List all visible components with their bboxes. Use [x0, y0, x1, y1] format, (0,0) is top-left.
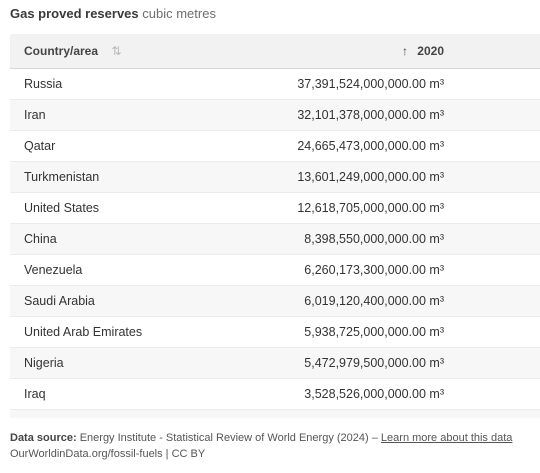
cell-value — [274, 409, 540, 418]
cell-value: 12,618,705,000,000.00 m³ — [274, 192, 540, 224]
cell-country: Venezuela — [10, 254, 274, 286]
column-header-2020[interactable]: ↑ 2020 — [274, 34, 540, 69]
cell-country: Russia — [10, 68, 274, 100]
footer-url-line[interactable]: OurWorldinData.org/fossil-fuels | CC BY — [10, 448, 206, 460]
table-row: Saudi Arabia 6,019,120,400,000.00 m³ — [10, 285, 540, 317]
cell-country: Qatar — [10, 130, 274, 162]
cell-country — [10, 409, 274, 418]
cell-value: 5,938,725,000,000.00 m³ — [274, 316, 540, 348]
table-row: Iran 32,101,378,000,000.00 m³ — [10, 99, 540, 131]
table-row-partial — [10, 409, 540, 418]
cell-country: Saudi Arabia — [10, 285, 274, 317]
column-header-country[interactable]: Country/area ⇅ — [10, 34, 274, 69]
table-row: Iraq 3,528,526,000,000.00 m³ — [10, 378, 540, 410]
cell-value: 24,665,473,000,000.00 m³ — [274, 130, 540, 162]
cell-country: China — [10, 223, 274, 255]
learn-more-link[interactable]: Learn more about this data — [380, 432, 513, 444]
table-row: Qatar 24,665,473,000,000.00 m³ — [10, 130, 540, 162]
table-row: United Arab Emirates 5,938,725,000,000.00… — [10, 316, 540, 348]
cell-country: Nigeria — [10, 347, 274, 379]
table-row: Venezuela 6,260,173,300,000.00 m³ — [10, 254, 540, 286]
column-header-year-label: 2020 — [417, 44, 444, 58]
table-row: Turkmenistan 13,601,249,000,000.00 m³ — [10, 161, 540, 193]
source-text: Energy Institute - Statistical Review of… — [79, 432, 378, 444]
cell-value: 6,019,120,400,000.00 m³ — [274, 285, 540, 317]
data-table-container[interactable]: Country/area ⇅ ↑ 2020 Russia 37,391,524,0… — [10, 34, 540, 418]
cell-value: 37,391,524,000,000.00 m³ — [274, 68, 540, 100]
title-unit: cubic metres — [142, 6, 216, 21]
footer: Data source: Energy Institute - Statisti… — [10, 430, 512, 462]
table-row: Nigeria 5,472,979,500,000.00 m³ — [10, 347, 540, 379]
cell-country: United States — [10, 192, 274, 224]
table-row: Russia 37,391,524,000,000.00 m³ — [10, 68, 540, 100]
arrow-up-icon: ↑ — [401, 44, 408, 58]
cell-country: Iran — [10, 99, 274, 131]
cell-value: 8,398,550,000,000.00 m³ — [274, 223, 540, 255]
cell-value: 6,260,173,300,000.00 m³ — [274, 254, 540, 286]
table-body: Russia 37,391,524,000,000.00 m³ Iran 32,101… — [10, 68, 540, 418]
cell-country: United Arab Emirates — [10, 316, 274, 348]
sort-icon[interactable]: ⇅ — [111, 44, 121, 58]
cell-value: 3,528,526,000,000.00 m³ — [274, 378, 540, 410]
footer-source-line: Data source: Energy Institute - Statisti… — [10, 430, 512, 446]
table-title: Gas proved reserves cubic metres — [10, 6, 216, 21]
source-label: Data source: — [10, 432, 77, 444]
title-main: Gas proved reserves — [10, 6, 139, 21]
cell-value: 5,472,979,500,000.00 m³ — [274, 347, 540, 379]
table-row: United States 12,618,705,000,000.00 m³ — [10, 192, 540, 224]
table-header-row: Country/area ⇅ ↑ 2020 — [10, 34, 540, 69]
cell-country: Turkmenistan — [10, 161, 274, 193]
cell-value: 32,101,378,000,000.00 m³ — [274, 99, 540, 131]
table-row: China 8,398,550,000,000.00 m³ — [10, 223, 540, 255]
cell-value: 13,601,249,000,000.00 m³ — [274, 161, 540, 193]
cell-country: Iraq — [10, 378, 274, 410]
data-table: Country/area ⇅ ↑ 2020 Russia 37,391,524,0… — [10, 34, 540, 418]
column-header-country-label: Country/area — [24, 44, 99, 58]
